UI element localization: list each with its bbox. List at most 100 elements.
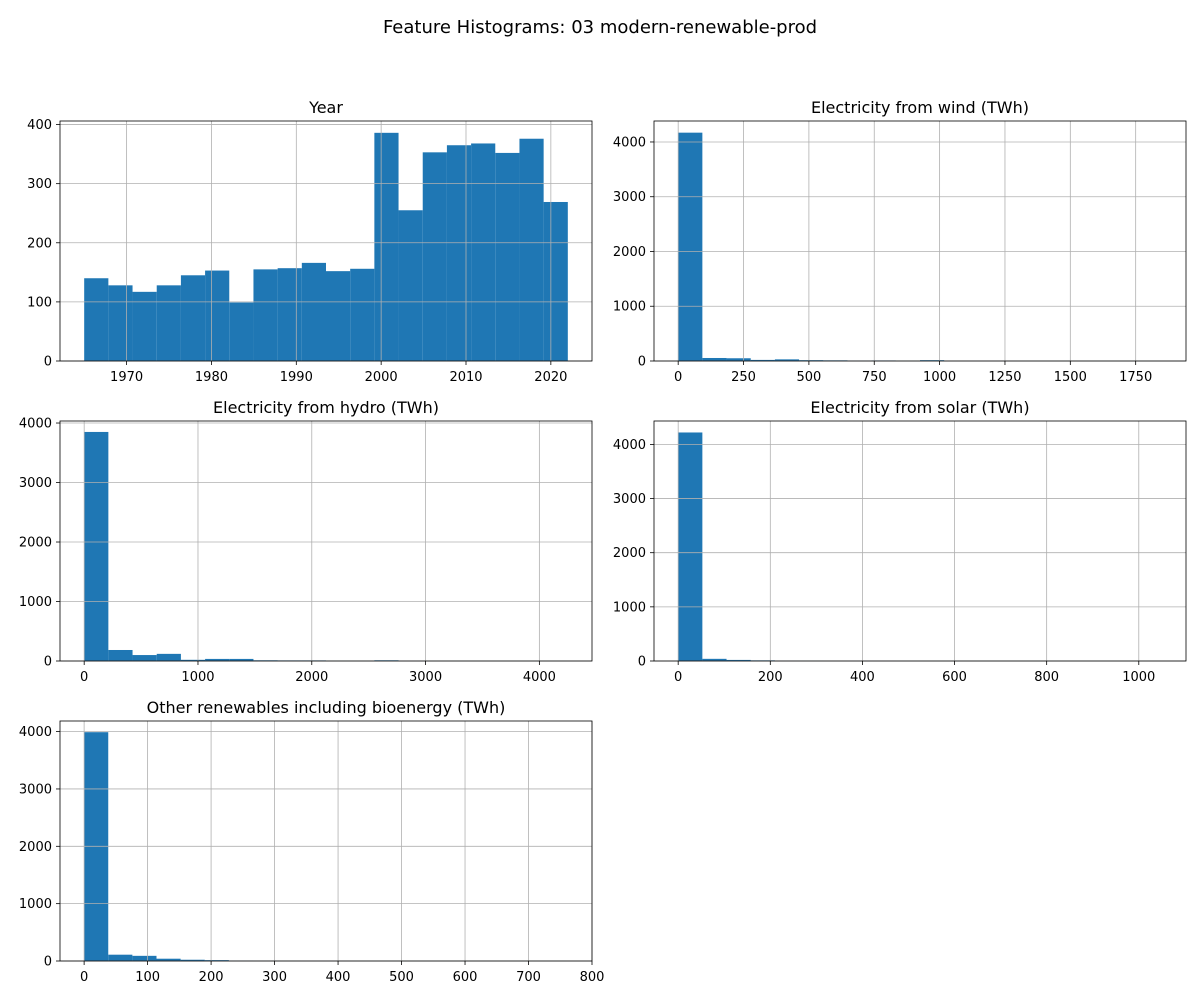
x-tick-label: 2000 <box>365 370 398 385</box>
y-tick-label: 4000 <box>19 417 52 432</box>
histogram-bar <box>702 658 727 661</box>
x-tick-label: 400 <box>326 970 351 985</box>
x-tick-label: 400 <box>850 670 875 685</box>
x-tick-label: 1000 <box>923 370 956 385</box>
y-tick-label: 4000 <box>613 438 646 453</box>
y-tick-label: 4000 <box>613 135 646 150</box>
histogram-bar <box>180 275 206 361</box>
x-tick-label: 0 <box>674 370 682 385</box>
x-tick-label: 1000 <box>1122 670 1155 685</box>
x-tick-label: 500 <box>389 970 414 985</box>
x-tick-label: 750 <box>862 370 887 385</box>
histogram-bar <box>726 358 751 361</box>
y-tick-label: 1000 <box>19 595 52 610</box>
histogram-bar <box>84 278 109 361</box>
histogram-bar <box>229 658 254 661</box>
histogram-bar <box>543 201 568 361</box>
histogram-bar <box>253 269 278 361</box>
y-tick-label: 0 <box>44 655 52 670</box>
histogram-bar <box>702 357 727 361</box>
x-tick-label: 0 <box>80 670 88 685</box>
x-tick-label: 1970 <box>110 370 143 385</box>
axes-frame <box>653 120 1187 362</box>
histogram-bar <box>774 359 800 361</box>
axes-frame <box>59 120 593 362</box>
x-tick-label: 1990 <box>280 370 313 385</box>
y-tick-label: 0 <box>44 355 52 370</box>
y-tick-label: 4000 <box>19 725 52 740</box>
subplot-title: Electricity from solar (TWh) <box>810 398 1029 417</box>
subplot-4: 0 200 400 600 800 1000 0 1000 2000 3000 4000 Electr… <box>613 398 1187 685</box>
subplot-3: 0 1000 2000 3000 4000 0 1000 2000 3000 4000 Electr… <box>19 398 593 685</box>
histogram-bar <box>446 145 472 361</box>
y-tick-label: 0 <box>638 355 646 370</box>
subplot-1: 1970 1980 1990 2000 2010 2020 0 100 200 300 400 Yea… <box>27 98 593 385</box>
y-tick-label: 0 <box>44 955 52 970</box>
x-tick-label: 500 <box>796 370 821 385</box>
y-tick-label: 0 <box>638 655 646 670</box>
x-tick-label: 1500 <box>1054 370 1087 385</box>
histogram-bar <box>156 653 181 661</box>
x-tick-label: 1750 <box>1119 370 1152 385</box>
histogram-bar <box>156 958 181 961</box>
axes-frame <box>59 720 593 962</box>
subplot-title: Year <box>308 98 343 117</box>
histogram-bar <box>132 955 157 961</box>
x-tick-label: 1980 <box>195 370 228 385</box>
histogram-bar <box>108 954 133 961</box>
y-tick-label: 3000 <box>19 782 52 797</box>
y-tick-label: 400 <box>27 118 52 133</box>
y-tick-label: 100 <box>27 295 52 310</box>
histogram-bar <box>204 960 229 961</box>
histogram-bar <box>398 210 423 361</box>
histogram-bar <box>301 262 326 361</box>
figure-title: Feature Histograms: 03 modern-renewable-… <box>382 17 818 38</box>
x-tick-label: 250 <box>731 370 756 385</box>
y-tick-label: 3000 <box>613 190 646 205</box>
x-tick-label: 200 <box>199 970 224 985</box>
y-tick-label: 2000 <box>613 245 646 260</box>
x-tick-label: 2000 <box>295 670 328 685</box>
x-tick-label: 1000 <box>181 670 214 685</box>
histogram-bar <box>920 360 945 361</box>
y-tick-label: 3000 <box>613 492 646 507</box>
histogram-bar <box>132 291 157 361</box>
histogram-bar <box>205 658 230 661</box>
y-tick-label: 1000 <box>613 600 646 615</box>
histogram-bar <box>108 285 133 361</box>
histogram-bar <box>156 285 181 361</box>
histogram-bar <box>799 360 824 361</box>
histogram-bar <box>180 959 205 961</box>
x-tick-label: 4000 <box>523 670 556 685</box>
histogram-bar <box>108 649 133 661</box>
y-tick-label: 2000 <box>19 840 52 855</box>
x-tick-label: 800 <box>1034 670 1059 685</box>
x-tick-label: 200 <box>758 670 783 685</box>
y-tick-label: 3000 <box>19 476 52 491</box>
x-tick-label: 0 <box>80 970 88 985</box>
x-tick-label: 2010 <box>449 370 482 385</box>
axes-frame <box>59 420 593 662</box>
histogram-bar <box>422 152 447 361</box>
subplot-title: Electricity from hydro (TWh) <box>213 398 439 417</box>
histogram-bar <box>229 302 254 361</box>
histogram-bar <box>205 270 230 361</box>
x-tick-label: 700 <box>516 970 541 985</box>
subplot-2: 0 250 500 750 1000 1250 1500 1750 0 1000 2000 3000 4… <box>613 98 1187 385</box>
x-tick-label: 3000 <box>409 670 442 685</box>
histogram-bar <box>84 431 109 661</box>
subplot-title: Electricity from wind (TWh) <box>811 98 1029 117</box>
histogram-bar <box>750 359 775 361</box>
histogram-bar <box>471 143 496 361</box>
x-tick-label: 100 <box>135 970 160 985</box>
x-tick-label: 0 <box>674 670 682 685</box>
histogram-bar <box>374 132 399 361</box>
y-tick-label: 2000 <box>19 536 52 551</box>
histogram-bar <box>678 432 703 661</box>
histogram-bar <box>180 659 206 661</box>
histogram-bar <box>326 271 351 361</box>
x-tick-label: 800 <box>580 970 605 985</box>
axes-frame <box>653 420 1187 662</box>
subplot-5: 0 100 200 300 400 500 600 700 800 0 1000 2000 3000 40… <box>19 698 605 985</box>
